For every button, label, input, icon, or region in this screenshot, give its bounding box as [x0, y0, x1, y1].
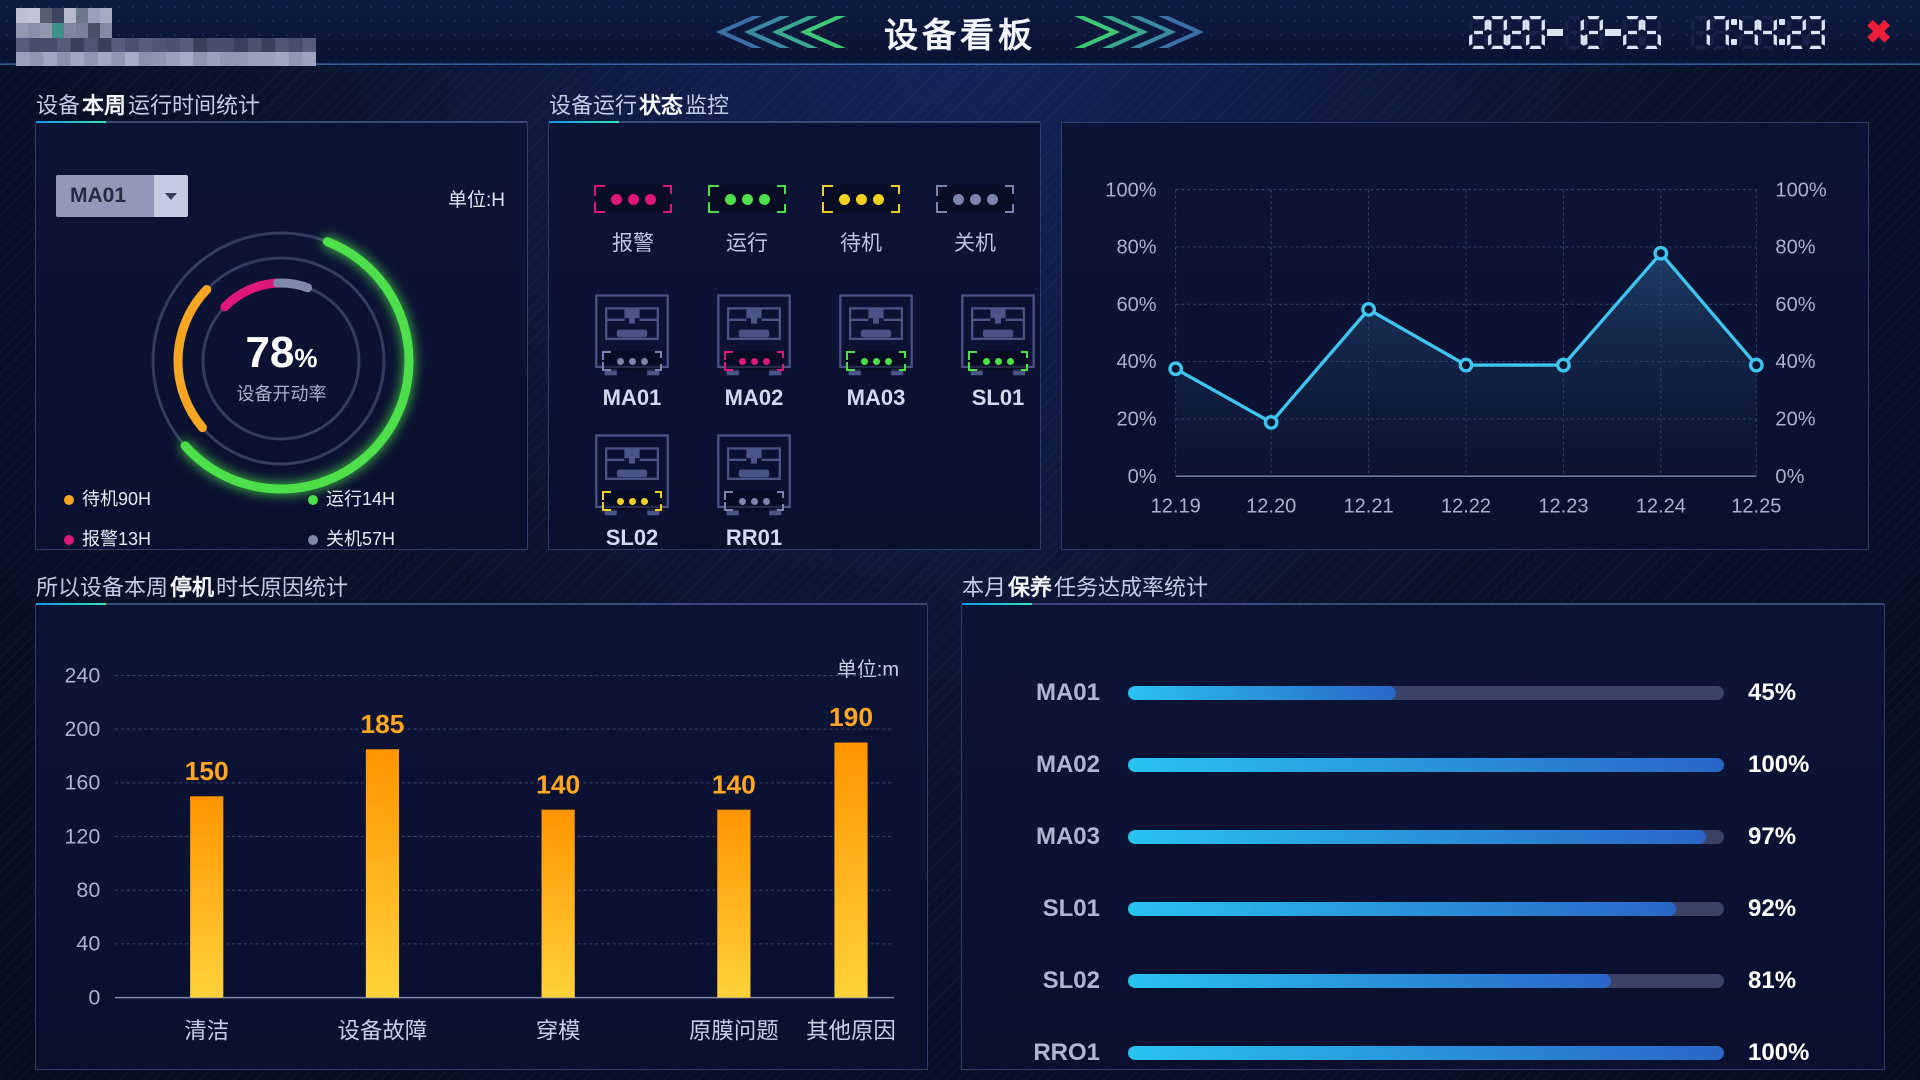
svg-text:清洁: 清洁	[184, 1019, 229, 1044]
svg-text:60%: 60%	[1116, 294, 1156, 316]
svg-text:12.25: 12.25	[1731, 495, 1781, 517]
svg-text:穿模: 穿模	[536, 1019, 581, 1044]
svg-text:12.20: 12.20	[1246, 495, 1296, 517]
svg-text:80%: 80%	[1116, 237, 1156, 259]
svg-text:140: 140	[536, 770, 580, 800]
svg-text:200: 200	[64, 717, 100, 741]
svg-text:140: 140	[712, 770, 756, 800]
svg-text:其他原因: 其他原因	[806, 1019, 896, 1044]
svg-text:185: 185	[360, 709, 404, 739]
svg-text:0%: 0%	[1128, 466, 1157, 488]
svg-text:100%: 100%	[1105, 179, 1156, 201]
svg-text:120: 120	[64, 824, 100, 848]
svg-text:40%: 40%	[1116, 351, 1156, 373]
svg-text:20%: 20%	[1775, 409, 1815, 431]
svg-text:0: 0	[88, 985, 100, 1009]
svg-text:12.21: 12.21	[1344, 495, 1394, 517]
svg-text:40: 40	[76, 932, 100, 956]
svg-text:20%: 20%	[1116, 409, 1156, 431]
svg-text:0%: 0%	[1775, 466, 1804, 488]
svg-text:100%: 100%	[1775, 179, 1826, 201]
svg-text:60%: 60%	[1775, 294, 1815, 316]
svg-text:80%: 80%	[1775, 237, 1815, 259]
svg-text:160: 160	[64, 771, 100, 795]
svg-text:12.23: 12.23	[1538, 495, 1588, 517]
svg-text:12.24: 12.24	[1636, 495, 1686, 517]
svg-text:80: 80	[76, 878, 100, 902]
svg-text:原膜问题: 原膜问题	[689, 1019, 779, 1044]
svg-text:12.19: 12.19	[1151, 495, 1201, 517]
svg-text:12.22: 12.22	[1441, 495, 1491, 517]
svg-text:40%: 40%	[1775, 351, 1815, 373]
svg-text:设备故障: 设备故障	[338, 1019, 428, 1044]
svg-text:240: 240	[64, 663, 100, 687]
svg-text:150: 150	[185, 756, 229, 786]
svg-text:190: 190	[829, 702, 873, 732]
